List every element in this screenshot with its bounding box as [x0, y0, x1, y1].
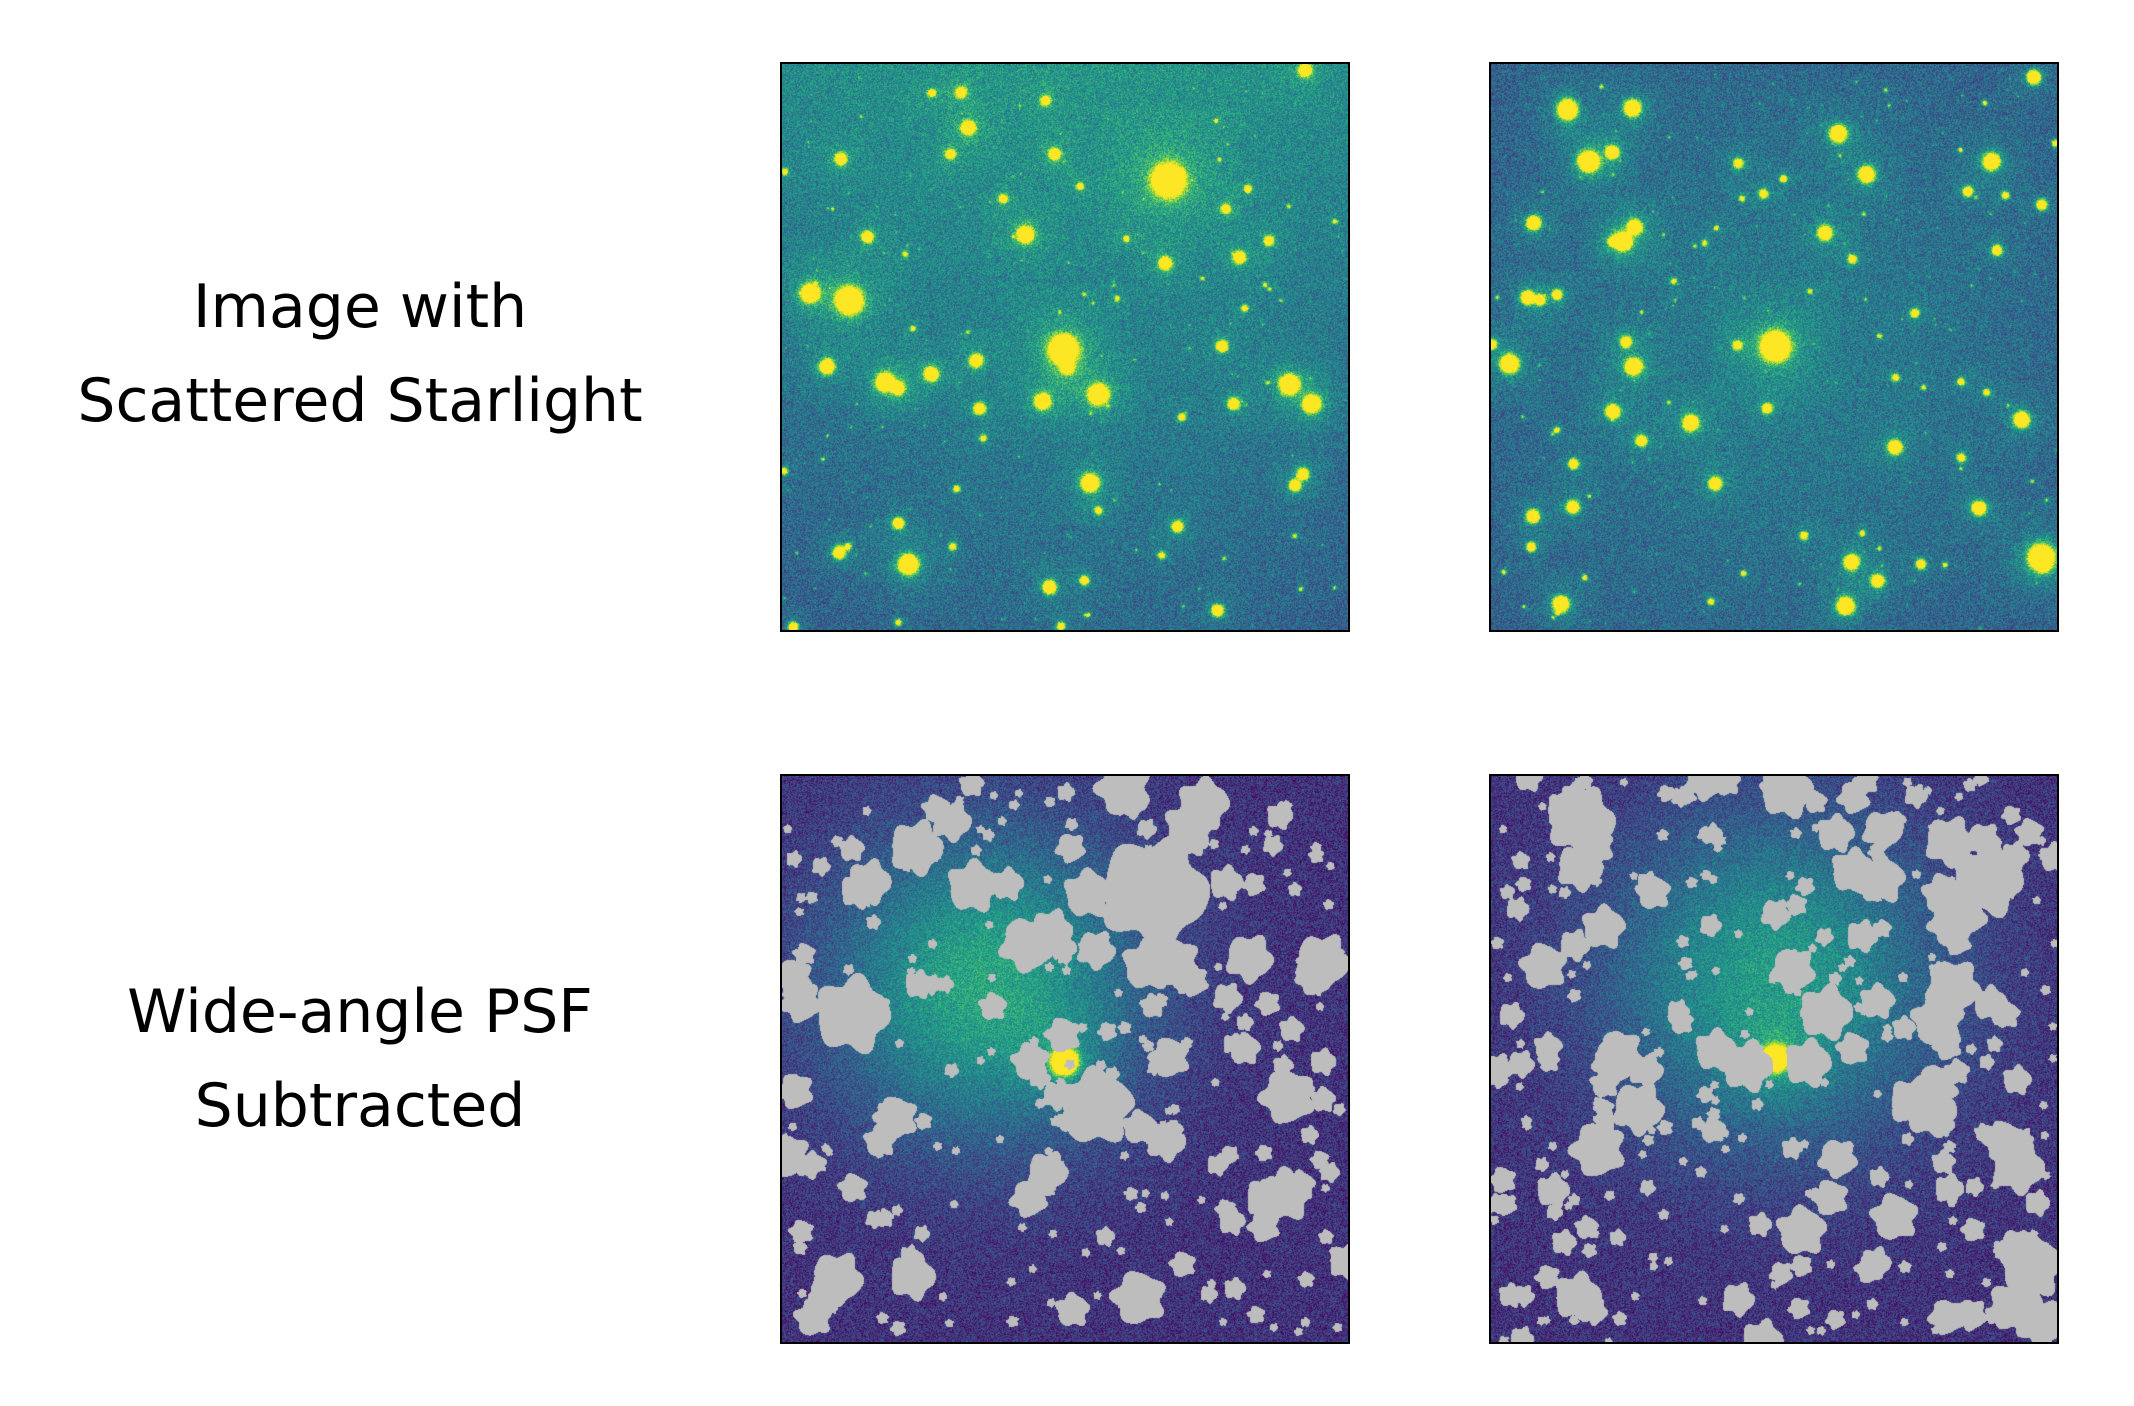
row2-label-line2: Subtracted	[194, 1071, 526, 1141]
psf-subtracted-image-1	[780, 774, 1350, 1344]
row1-label-line2: Scattered Starlight	[77, 366, 643, 436]
star-field-image-1	[780, 62, 1350, 632]
row-label-scattered-starlight: Image with Scattered Starlight	[0, 260, 720, 448]
row2-label-line1: Wide-angle PSF	[127, 977, 593, 1047]
row-label-psf-subtracted: Wide-angle PSF Subtracted	[0, 965, 720, 1153]
star-field-canvas-2	[1491, 64, 2057, 630]
psf-subtracted-canvas-2	[1491, 776, 2057, 1342]
psf-subtracted-canvas-1	[782, 776, 1348, 1342]
psf-subtracted-image-2	[1489, 774, 2059, 1344]
star-field-canvas-1	[782, 64, 1348, 630]
row1-label-line1: Image with	[192, 272, 528, 342]
star-field-image-2	[1489, 62, 2059, 632]
